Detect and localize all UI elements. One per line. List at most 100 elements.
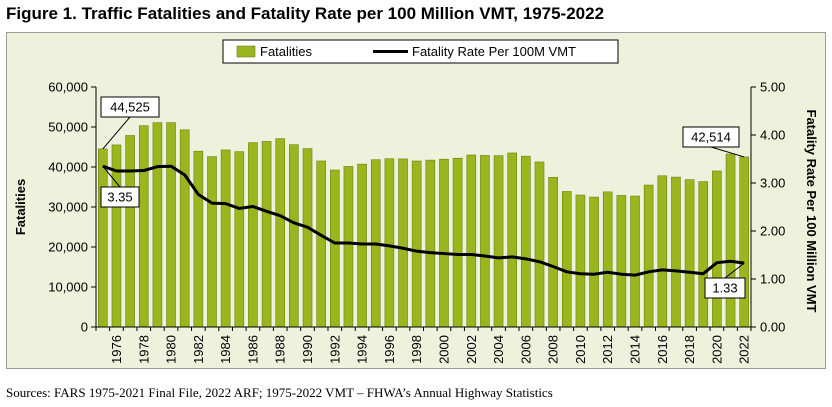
left-tick-label: 50,000	[48, 120, 88, 135]
bar-2003	[480, 155, 490, 328]
callout-first-rate-text: 3.35	[107, 190, 132, 205]
x-tick-label: 1982	[191, 335, 206, 364]
bar-1982	[193, 150, 204, 328]
bar-1983	[207, 156, 217, 328]
x-tick-label: 1996	[382, 335, 397, 364]
callout-first-fatalities-box	[100, 96, 160, 118]
legend: Fatalities Fatality Rate Per 100M VMT	[222, 39, 619, 64]
bar-2016	[657, 175, 668, 328]
chart-frame: 0 10,000 20,000 30,000 40,000 50,000 60,000 Fat…	[6, 32, 826, 369]
rate-line-group	[102, 164, 745, 277]
bar-2000	[439, 158, 449, 328]
left-tick-label: 60,000	[48, 80, 88, 95]
bar-1999	[425, 159, 436, 328]
callout-last-fatalities-text: 42,514	[691, 130, 731, 145]
bar-1997	[398, 158, 408, 328]
x-tick-label: 2022	[737, 335, 752, 364]
bar-1991	[316, 160, 326, 328]
bar-1986	[248, 142, 258, 328]
x-tick-label: 2018	[682, 335, 697, 364]
x-tick-label: 1978	[136, 335, 151, 364]
bar-2011	[589, 196, 599, 328]
bar-1998	[411, 160, 422, 328]
figure-title: Figure 1. Traffic Fatalities and Fatalit…	[6, 4, 605, 23]
x-tick-label: 1994	[355, 335, 370, 364]
bar-2007	[534, 161, 545, 328]
bar-1989	[289, 144, 299, 328]
rate-line	[102, 164, 745, 277]
legend-bar-swatch	[236, 45, 256, 58]
bar-1977	[125, 135, 135, 328]
left-axis-title: Fatalities	[13, 179, 28, 235]
bar-1975	[98, 148, 108, 328]
bar-2004	[493, 155, 504, 328]
bar-2010	[575, 194, 586, 328]
bar-2019	[698, 181, 709, 328]
bar-1992	[329, 169, 340, 328]
x-tick-label: 1980	[164, 335, 179, 364]
left-axis: 0 10,000 20,000 30,000 40,000 50,000 60,000 Fat…	[13, 80, 97, 335]
bar-2017	[671, 176, 681, 328]
x-tick-label: 1992	[327, 335, 342, 364]
left-tick-label: 20,000	[48, 240, 88, 255]
x-tick-label: 1990	[300, 335, 315, 364]
bar-2005	[507, 152, 518, 328]
bar-2008	[548, 177, 558, 328]
x-tick-label: 2006	[518, 335, 533, 364]
callout-last-rate-box	[704, 277, 746, 299]
bar-1985	[234, 151, 245, 328]
x-tick-label: 2004	[491, 335, 506, 364]
bar-2013	[616, 195, 627, 328]
callout-first-rate-leader	[102, 165, 121, 188]
bar-2015	[643, 184, 654, 328]
callout-last-fatalities-box	[682, 126, 740, 148]
bar-1994	[357, 163, 367, 328]
left-tick-label: 10,000	[48, 280, 88, 295]
callout-first-rate-box	[100, 186, 140, 208]
bar-1978	[138, 125, 149, 328]
left-tick-label: 40,000	[48, 160, 88, 175]
right-tick-label: 4.00	[760, 128, 785, 143]
callout-first-fatalities-text: 44,525	[110, 100, 150, 115]
callout-last-rate-leader	[724, 262, 745, 279]
bar-2002	[466, 154, 477, 328]
callout-first-fatalities-leader	[102, 116, 131, 150]
bar-2020	[712, 170, 722, 328]
right-tick-label: 0.00	[760, 320, 785, 335]
x-tick-label: 1988	[273, 335, 288, 364]
bar-1993	[343, 166, 354, 328]
bar-1990	[302, 148, 313, 328]
x-tick-label: 2002	[464, 335, 479, 364]
source-note: Sources: FARS 1975-2021 Final File, 2022…	[6, 385, 553, 400]
x-tick-label: 2008	[546, 335, 561, 364]
bar-2009	[561, 191, 572, 328]
legend-line-label: Fatality Rate Per 100M VMT	[412, 44, 576, 59]
bar-2021	[725, 153, 736, 328]
bar-1979	[152, 122, 163, 328]
bar-1987	[261, 141, 272, 328]
bar-2006	[521, 155, 531, 328]
right-axis: 0.00 1.00 2.00 3.00 4.00 5.00 Fatality Rate Pe…	[750, 80, 819, 335]
chart-svg: 0 10,000 20,000 30,000 40,000 50,000 60,000 Fat…	[13, 39, 819, 364]
x-tick-label: 2020	[709, 335, 724, 364]
x-tick-label: 2000	[436, 335, 451, 364]
legend-bar-label: Fatalities	[260, 44, 313, 59]
bar-2014	[630, 195, 640, 328]
bar-1984	[220, 149, 231, 328]
left-tick-label: 30,000	[48, 200, 88, 215]
callout-last-rate-text: 1.33	[712, 281, 737, 296]
bar-2012	[602, 191, 613, 328]
callouts: 44,525 3.35 42,514 1.33	[100, 96, 746, 299]
bar-2018	[684, 179, 695, 328]
bar-2001	[452, 157, 463, 328]
x-tick-label: 1976	[109, 335, 124, 364]
bar-1996	[384, 158, 395, 328]
right-tick-label: 3.00	[760, 176, 785, 191]
plot-area	[96, 87, 751, 327]
x-tick-label: 2014	[628, 335, 643, 364]
plot-background	[96, 87, 751, 327]
callout-last-fatalities-leader	[710, 146, 745, 158]
bar-1981	[179, 129, 190, 328]
x-axis: 1976 1978 1980 1982 1984 1986 1988 1990 1992 1994…	[95, 326, 752, 364]
right-axis-title: Fatality Rate Per 100 Million VMT	[804, 110, 819, 313]
